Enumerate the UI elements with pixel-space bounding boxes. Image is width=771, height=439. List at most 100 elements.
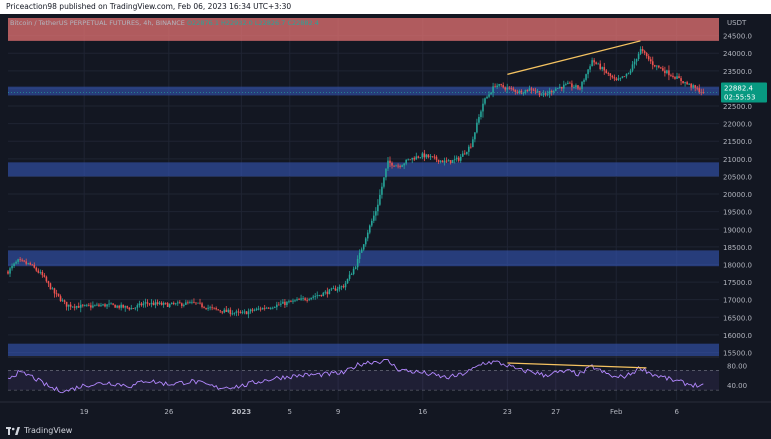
candle-body xyxy=(247,311,250,315)
candle-body xyxy=(37,270,40,273)
candle-body xyxy=(300,298,302,300)
tradingview-logo[interactable]: TradingView xyxy=(6,423,72,439)
candle-body xyxy=(366,232,369,239)
candle-body xyxy=(571,83,573,88)
candle-body xyxy=(350,274,353,275)
candle-body xyxy=(96,304,98,306)
candle-body xyxy=(162,302,165,305)
candle-body xyxy=(271,307,274,309)
candle-body xyxy=(696,87,699,89)
candle-body xyxy=(506,87,509,90)
candle-body xyxy=(567,82,569,84)
price-chart[interactable]: Bitcoin / TetherUS PERPETUAL FUTURES, 4h… xyxy=(0,14,771,423)
candle-body xyxy=(17,259,19,262)
candle-body xyxy=(546,93,549,95)
candle-body xyxy=(419,157,422,159)
candle-body xyxy=(352,268,355,275)
last-price-label: 22882.4 xyxy=(724,85,753,93)
candle-body xyxy=(223,309,226,313)
symbol-info-part-2: H22932.0 xyxy=(221,19,255,27)
candle-body xyxy=(342,286,345,288)
candle-body xyxy=(284,301,286,306)
candle-body xyxy=(354,267,357,269)
candle-body xyxy=(474,132,476,140)
candle-body xyxy=(326,291,329,295)
candle-body xyxy=(126,306,129,308)
candle-body xyxy=(344,283,347,288)
candle-body xyxy=(490,92,492,95)
support-zone-3 xyxy=(8,250,719,267)
candle-body xyxy=(540,94,543,96)
candle-body xyxy=(538,91,541,96)
candle-body xyxy=(676,76,678,79)
candle-body xyxy=(322,292,325,296)
candle-body xyxy=(39,271,42,273)
candle-body xyxy=(138,303,141,306)
candle-body xyxy=(480,111,482,118)
candle-body xyxy=(310,297,312,300)
candle-body xyxy=(170,302,173,305)
candle-body xyxy=(114,304,116,308)
candle-body xyxy=(288,301,290,303)
candle-body xyxy=(639,49,642,54)
candle-body xyxy=(336,289,339,291)
candle-body xyxy=(84,305,86,306)
candle-body xyxy=(201,303,203,308)
candle-body xyxy=(579,88,581,90)
candle-body xyxy=(548,90,551,94)
candle-body xyxy=(629,70,632,74)
candle-body xyxy=(11,266,13,269)
rsi-band xyxy=(8,370,719,391)
countdown-label: 02:55:53 xyxy=(724,94,755,102)
price-tick-label: 17500.0 xyxy=(723,279,752,287)
time-tick-label: 5 xyxy=(288,408,292,416)
candle-body xyxy=(193,301,195,303)
candle-body xyxy=(63,300,66,302)
candle-body xyxy=(172,302,175,305)
candle-body xyxy=(199,302,201,304)
candle-body xyxy=(435,156,438,160)
candle-body xyxy=(23,260,25,262)
price-tick-label: 19000.0 xyxy=(723,226,752,234)
candle-body xyxy=(482,103,484,112)
candle-body xyxy=(298,299,300,301)
candle-body xyxy=(249,309,252,312)
candle-body xyxy=(346,278,349,284)
candle-body xyxy=(90,305,92,308)
candle-body xyxy=(692,85,694,88)
price-tick-label: 17000.0 xyxy=(723,297,752,305)
candle-body xyxy=(47,281,50,284)
candle-body xyxy=(569,82,571,84)
candle-body xyxy=(377,204,379,212)
resistance-zone xyxy=(8,18,719,41)
candle-body xyxy=(304,298,306,300)
candle-body xyxy=(668,70,670,76)
candle-body xyxy=(314,296,317,297)
last-price-badge xyxy=(721,82,767,103)
candle-body xyxy=(575,85,577,88)
candle-body xyxy=(429,156,432,158)
candle-body xyxy=(522,92,525,94)
candle-body xyxy=(573,87,575,88)
price-tick-label: 19500.0 xyxy=(723,209,752,217)
candle-body xyxy=(81,304,84,306)
candle-body xyxy=(280,303,282,305)
candle-body xyxy=(181,303,183,306)
candle-body xyxy=(421,153,424,158)
candle-body xyxy=(229,309,232,315)
candle-body xyxy=(209,307,211,309)
candle-body xyxy=(447,160,450,162)
candle-body xyxy=(69,304,72,307)
candle-body xyxy=(29,263,32,265)
candle-body xyxy=(253,309,256,311)
time-tick-label: Feb xyxy=(610,408,623,416)
price-tick-label: 22000.0 xyxy=(723,121,752,129)
candle-body xyxy=(178,302,181,304)
candle-body xyxy=(670,75,672,77)
candle-body xyxy=(67,304,70,307)
candle-body xyxy=(550,90,553,93)
candle-body xyxy=(35,267,38,271)
candle-body xyxy=(682,81,684,84)
candle-body xyxy=(560,86,563,89)
candle-body xyxy=(124,306,127,308)
